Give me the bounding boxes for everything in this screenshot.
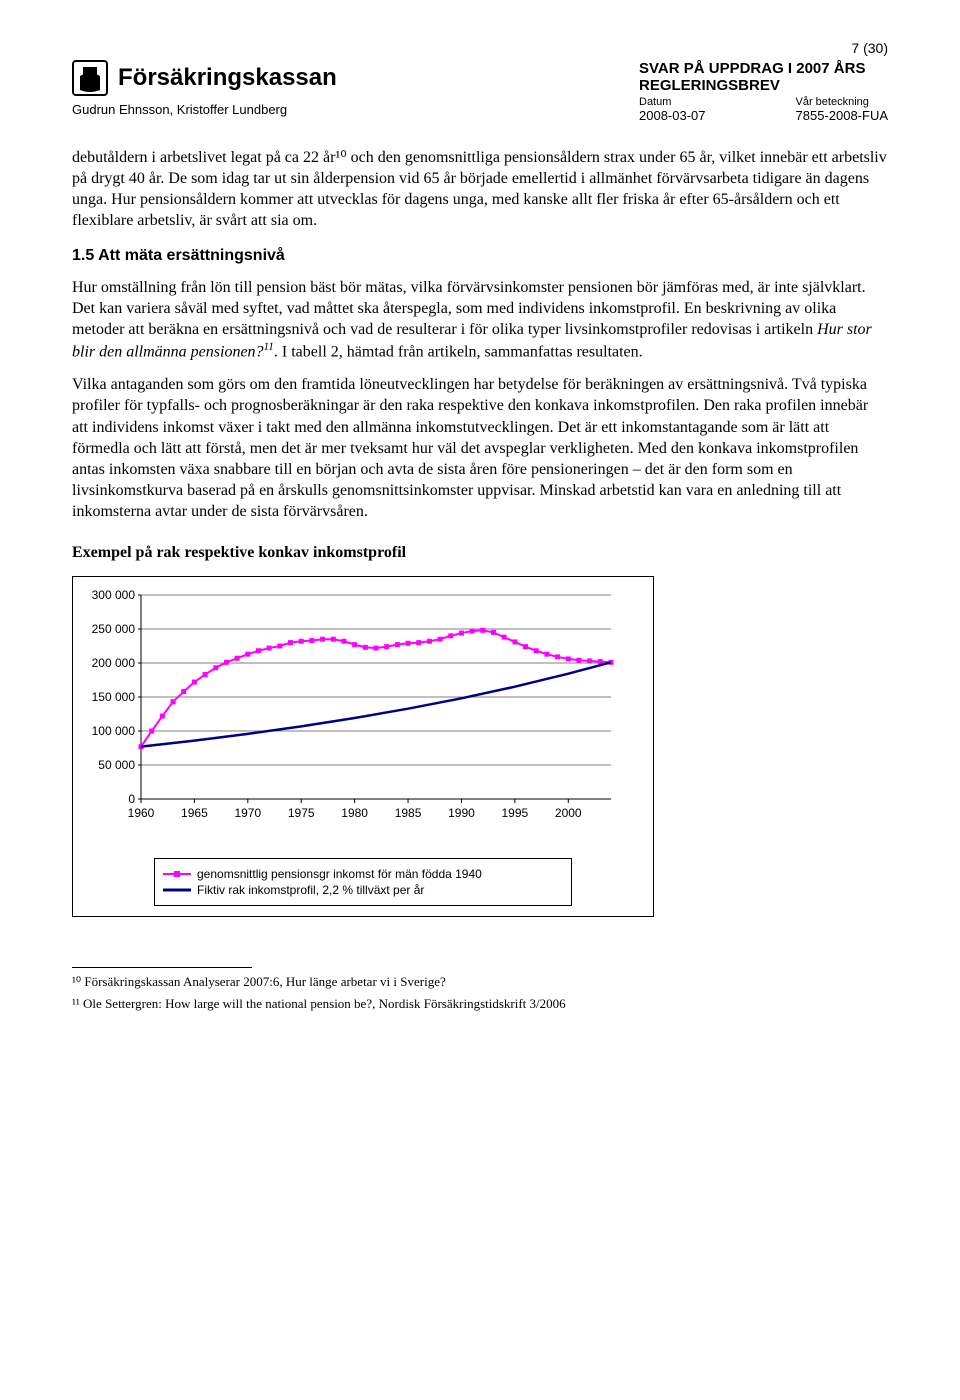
- footnotes: ¹⁰ Försäkringskassan Analyserar 2007:6, …: [72, 974, 888, 1012]
- svg-text:250 000: 250 000: [92, 622, 136, 636]
- authors: Gudrun Ehnsson, Kristoffer Lundberg: [72, 102, 337, 117]
- logo-icon: [72, 60, 108, 96]
- svg-text:0: 0: [128, 792, 135, 806]
- ref-value: 7855-2008-FUA: [796, 108, 889, 123]
- logo-text: Försäkringskassan: [118, 64, 337, 92]
- datum-label: Datum: [639, 96, 706, 108]
- svg-text:1985: 1985: [395, 806, 422, 820]
- svg-text:1990: 1990: [448, 806, 475, 820]
- svg-text:100 000: 100 000: [92, 724, 136, 738]
- svg-text:50 000: 50 000: [98, 758, 135, 772]
- svg-text:1980: 1980: [341, 806, 368, 820]
- header-title-2: REGLERINGSBREV: [639, 77, 888, 94]
- page-header: Försäkringskassan Gudrun Ehnsson, Kristo…: [72, 60, 888, 123]
- legend-label-2: Fiktiv rak inkomstprofil, 2,2 % tillväxt…: [197, 883, 424, 897]
- svg-text:1965: 1965: [181, 806, 208, 820]
- header-title-1: SVAR PÅ UPPDRAG I 2007 ÅRS: [639, 60, 888, 77]
- para-2: Hur omställning från lön till pension bä…: [72, 277, 888, 363]
- footnote-rule: [72, 967, 252, 968]
- svg-text:1975: 1975: [288, 806, 315, 820]
- svg-text:150 000: 150 000: [92, 690, 136, 704]
- ref-label: Vår beteckning: [796, 96, 889, 108]
- para-1: debutåldern i arbetslivet legat på ca 22…: [72, 147, 888, 231]
- para-2b: . I tabell 2, hämtad från artikeln, samm…: [274, 343, 643, 360]
- svg-text:1970: 1970: [234, 806, 261, 820]
- page-number: 7 (30): [72, 40, 888, 56]
- legend-swatch-2: [163, 884, 191, 896]
- income-profile-chart: 0 50 000 100 000 150 000 200 000 250 000 300 0…: [83, 587, 623, 847]
- svg-text:300 000: 300 000: [92, 588, 136, 602]
- legend-item-1: genomsnittlig pensionsgr inkomst för män…: [163, 867, 563, 881]
- footnote-10: ¹⁰ Försäkringskassan Analyserar 2007:6, …: [72, 974, 888, 990]
- para-3: Vilka antaganden som görs om den framtid…: [72, 374, 888, 522]
- legend-swatch-1: [163, 868, 191, 880]
- section-heading: 1.5 Att mäta ersättningsnivå: [72, 245, 888, 266]
- body-text: debutåldern i arbetslivet legat på ca 22…: [72, 147, 888, 522]
- para-2-sup: 11: [264, 341, 274, 353]
- legend-label-1: genomsnittlig pensionsgr inkomst för män…: [197, 867, 482, 881]
- chart-heading: Exempel på rak respektive konkav inkomst…: [72, 544, 888, 562]
- datum-value: 2008-03-07: [639, 108, 706, 123]
- logo: Försäkringskassan: [72, 60, 337, 96]
- chart-legend: genomsnittlig pensionsgr inkomst för män…: [154, 858, 572, 906]
- chart-container: 0 50 000 100 000 150 000 200 000 250 000 300 0…: [72, 576, 654, 917]
- svg-text:200 000: 200 000: [92, 656, 136, 670]
- legend-item-2: Fiktiv rak inkomstprofil, 2,2 % tillväxt…: [163, 883, 563, 897]
- para-2a: Hur omställning från lön till pension bä…: [72, 279, 866, 338]
- svg-text:1960: 1960: [128, 806, 155, 820]
- footnote-11: ¹¹ Ole Settergren: How large will the na…: [72, 996, 888, 1012]
- svg-text:2000: 2000: [555, 806, 582, 820]
- svg-text:1995: 1995: [502, 806, 529, 820]
